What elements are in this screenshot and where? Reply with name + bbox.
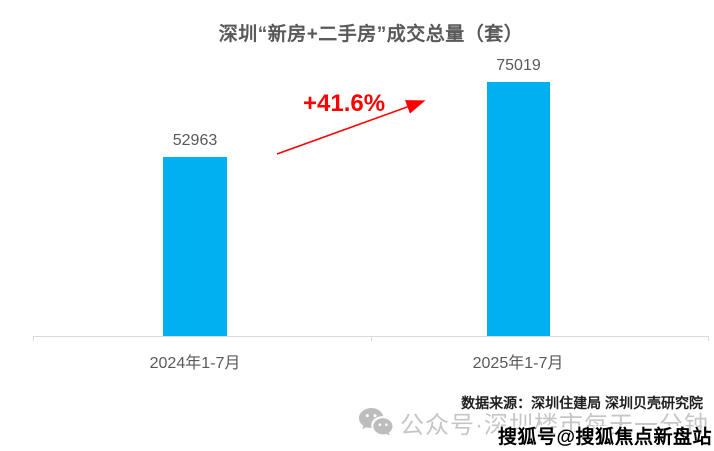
growth-percentage-label: +41.6% xyxy=(303,90,386,117)
x-axis-tick xyxy=(371,337,372,341)
chart-title: 深圳“新房+二手房”成交总量（套） xyxy=(218,24,524,45)
bar-2024 xyxy=(163,157,227,337)
bar-2025 xyxy=(487,82,550,337)
x-label-2025: 2025年1-7月 xyxy=(472,355,564,372)
wechat-icon xyxy=(358,406,394,440)
bar-column-2025: 75019 xyxy=(487,57,550,337)
x-axis-line xyxy=(33,336,709,341)
bar-column-2024: 52963 xyxy=(163,132,227,337)
data-source-caption: 数据来源：深圳住建局 深圳贝壳研究院 xyxy=(461,395,703,411)
x-axis-tick xyxy=(33,337,34,341)
value-label-2024: 52963 xyxy=(172,132,218,149)
value-label-2025: 75019 xyxy=(496,57,541,74)
x-axis-tick xyxy=(708,337,709,341)
wechat-watermark: 公众号·深圳楼市每天一分钟 xyxy=(358,405,709,440)
sohu-watermark: 搜狐号@搜狐焦点新盘站 xyxy=(497,427,712,448)
x-label-2024: 2024年1-7月 xyxy=(149,355,241,372)
wechat-watermark-text: 公众号·深圳楼市每天一分钟 xyxy=(400,412,709,439)
